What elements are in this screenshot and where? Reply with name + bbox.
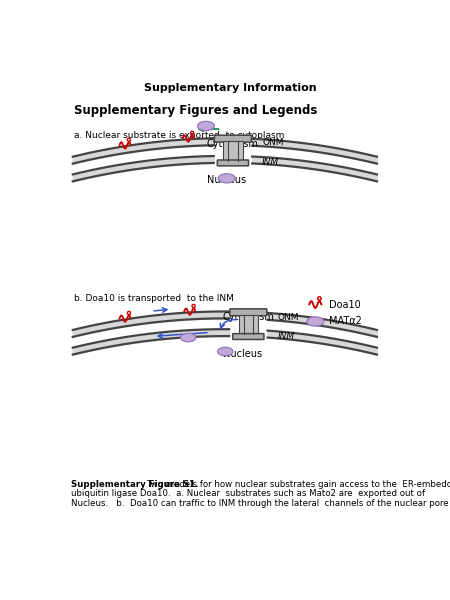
FancyArrowPatch shape [220, 320, 236, 328]
FancyBboxPatch shape [215, 135, 252, 142]
Text: INM: INM [262, 158, 279, 167]
Text: b. Doa10 is transported  to the INM: b. Doa10 is transported to the INM [74, 294, 234, 303]
Text: INM: INM [278, 332, 295, 341]
Ellipse shape [180, 334, 196, 342]
Text: ONM: ONM [278, 313, 299, 322]
Text: Nucleus: Nucleus [207, 175, 246, 185]
Text: a. Nuclear substrate is exported  to cytoplasm: a. Nuclear substrate is exported to cyto… [74, 131, 285, 140]
Ellipse shape [218, 173, 235, 183]
Text: Cytoplasm: Cytoplasm [207, 139, 259, 149]
FancyBboxPatch shape [217, 160, 248, 166]
Ellipse shape [217, 347, 233, 356]
Text: Doa10: Doa10 [329, 299, 361, 310]
Text: Cytoplasm: Cytoplasm [222, 312, 274, 322]
Text: Nucleus: Nucleus [223, 349, 262, 359]
Text: Supplementary Figures and Legends: Supplementary Figures and Legends [74, 104, 318, 118]
Text: MATα2: MATα2 [329, 316, 362, 326]
Ellipse shape [198, 121, 215, 131]
Text: ubiquitin ligase Doa10.  a. Nuclear  substrates such as Mato2 are  exported out : ubiquitin ligase Doa10. a. Nuclear subst… [71, 490, 425, 499]
Text: Two models for how nuclear substrates gain access to the  ER-embedded: Two models for how nuclear substrates ga… [144, 480, 450, 489]
Bar [238, 315, 258, 334]
Text: ONM: ONM [262, 138, 284, 147]
FancyBboxPatch shape [230, 309, 267, 316]
Text: Nucleus.   b.  Doa10 can traffic to INM through the lateral  channels of the nuc: Nucleus. b. Doa10 can traffic to INM thr… [71, 499, 450, 508]
Text: Supplementary Figure S1.: Supplementary Figure S1. [71, 480, 199, 489]
FancyBboxPatch shape [233, 334, 264, 340]
Ellipse shape [307, 317, 324, 326]
Bar [223, 142, 243, 161]
Text: Supplementary Information: Supplementary Information [144, 83, 317, 93]
